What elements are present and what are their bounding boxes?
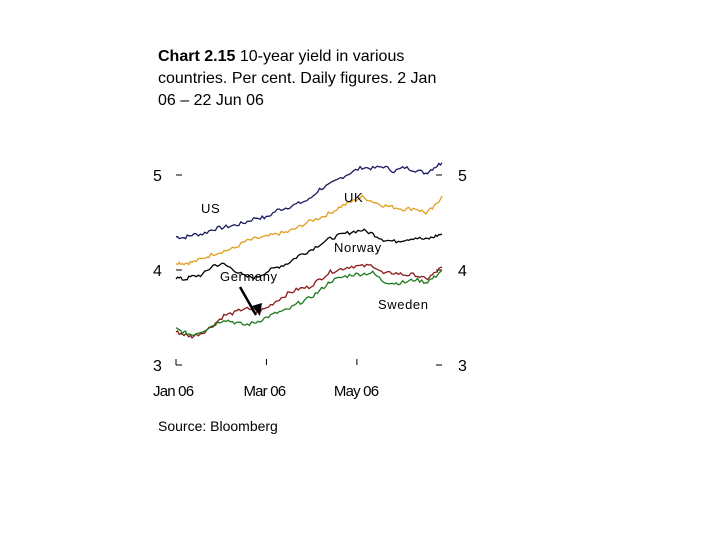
chart-title-text: 10-year yield in various countries. Per …	[158, 48, 437, 109]
axes: 3 3 4 4 5 5 Jan 06 Mar 06 May 06	[153, 168, 467, 400]
label-norway: Norway	[334, 240, 382, 255]
germany-arrow	[238, 286, 258, 316]
label-uk: UK	[344, 190, 363, 205]
series-line-us	[175, 162, 443, 240]
label-germany: Germany	[220, 269, 278, 284]
y-tick-label-right: 5	[458, 168, 467, 185]
series-lines	[175, 162, 443, 340]
chart-title: Chart 2.15 10-year yield in various coun…	[158, 46, 458, 112]
chart-number: Chart 2.15	[158, 48, 236, 65]
y-tick-label-right: 3	[458, 358, 467, 375]
series-line-uk	[175, 194, 443, 266]
y-tick-label-left: 4	[153, 263, 162, 280]
series-labels: US UK Norway Germany Sweden	[201, 190, 429, 312]
germany-arrow-head	[252, 303, 262, 316]
series-line-sweden	[175, 269, 443, 336]
series-line-norway	[175, 228, 443, 281]
x-tick-label: Jan 06	[153, 383, 194, 400]
x-tick-label: May 06	[334, 383, 379, 400]
label-us: US	[201, 201, 220, 216]
label-sweden: Sweden	[378, 297, 429, 312]
y-tick-label-left: 3	[153, 358, 162, 375]
y-tick-label-left: 5	[153, 168, 162, 185]
source-note: Source: Bloomberg	[158, 418, 278, 434]
x-tick-label: Mar 06	[243, 383, 285, 400]
y-tick-label-right: 4	[458, 263, 467, 280]
